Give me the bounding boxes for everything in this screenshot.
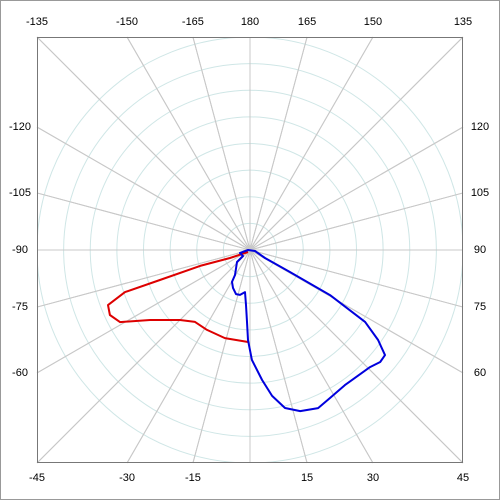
labels: -135 -150 -165 180 165 150 135 -120 -105 -90 -75 -6… (9, 16, 489, 484)
angle-tick-label: -90 (12, 244, 28, 256)
angle-tick-label: -30 (119, 472, 135, 484)
angle-tick-label: 150 (364, 16, 382, 28)
angle-tick-label: 105 (471, 187, 489, 199)
angle-tick-label: 120 (471, 121, 489, 133)
angle-tick-label: 15 (301, 472, 313, 484)
angle-tick-label: -15 (185, 472, 201, 484)
angle-tick-label: -45 (29, 472, 45, 484)
series-line (231, 249, 386, 413)
angle-tick-label: -165 (182, 16, 204, 28)
angle-tick-label: 45 (457, 472, 469, 484)
angle-tick-label: -135 (26, 16, 48, 28)
angle-tick-label: 30 (367, 472, 379, 484)
angle-tick-label: 75 (474, 301, 486, 313)
plot-box (37, 37, 463, 463)
angle-tick-label: 180 (241, 16, 259, 28)
angle-tick-label: -150 (116, 16, 138, 28)
curves (107, 249, 386, 413)
angle-tick-label: 90 (474, 244, 486, 256)
angle-tick-label: 60 (474, 367, 486, 379)
angle-tick-label: -75 (12, 301, 28, 313)
angle-tick-label: -105 (9, 187, 31, 199)
angle-tick-label: -120 (9, 121, 31, 133)
series-line (107, 251, 249, 343)
angle-tick-label: 135 (454, 16, 472, 28)
angle-tick-label: 165 (298, 16, 316, 28)
angle-tick-label: -60 (12, 367, 28, 379)
